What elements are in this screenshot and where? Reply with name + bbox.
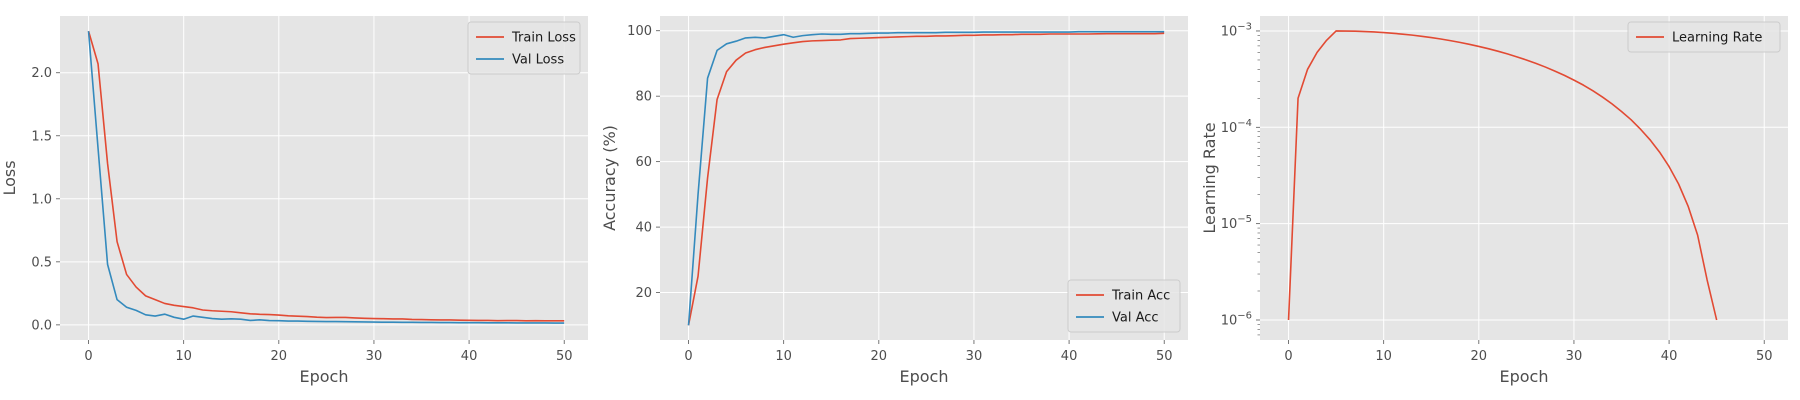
legend-box bbox=[1627, 21, 1781, 53]
y-tick-label: 20 bbox=[635, 286, 652, 301]
y-tick-label: 0.0 bbox=[31, 318, 52, 333]
series-line-val-acc bbox=[687, 30, 1165, 326]
plot-area bbox=[1260, 16, 1788, 340]
legend: Train Loss Val Loss bbox=[467, 21, 581, 75]
y-tick-label: 1.5 bbox=[31, 129, 52, 144]
x-tick-label: 20 bbox=[271, 349, 288, 364]
x-tick-label: 0 bbox=[1284, 349, 1292, 364]
y-tick-label: 40 bbox=[635, 221, 652, 236]
x-tick-label: 30 bbox=[366, 349, 383, 364]
legend-label: Val Loss bbox=[512, 53, 564, 68]
y-tick-label: 10−6 bbox=[1221, 310, 1252, 328]
x-tick-label: 0 bbox=[684, 349, 692, 364]
x-tick-label: 40 bbox=[1061, 349, 1078, 364]
x-tick-label: 10 bbox=[175, 349, 192, 364]
x-tick-label: 50 bbox=[1156, 349, 1173, 364]
x-tick-label: 50 bbox=[1756, 349, 1773, 364]
chart-accuracy: 0 10 20 30 40 50 20 40 60 80 100 Epoch Accuracy (%) T… bbox=[600, 16, 1188, 386]
y-axis-label: Accuracy (%) bbox=[600, 125, 619, 231]
x-tick-label: 10 bbox=[1375, 349, 1392, 364]
x-tick-label: 20 bbox=[1471, 349, 1488, 364]
x-axis-label: Epoch bbox=[300, 367, 349, 386]
series-line-learning-rate bbox=[1287, 30, 1718, 321]
y-tick-label: 100 bbox=[627, 24, 652, 39]
y-tick-label: 2.0 bbox=[31, 66, 52, 81]
legend-box bbox=[467, 21, 581, 75]
legend-label: Val Acc bbox=[1112, 311, 1159, 326]
y-tick-label: 0.5 bbox=[31, 255, 52, 270]
legend-label: Train Loss bbox=[511, 31, 576, 46]
y-tick-label: 80 bbox=[635, 90, 652, 105]
x-tick-label: 30 bbox=[966, 349, 983, 364]
chart-loss: 0 10 20 30 40 50 0.0 0.5 1.0 1.5 2.0 Epoch Loss Train… bbox=[0, 16, 588, 386]
x-tick-label: 40 bbox=[1661, 349, 1678, 364]
x-tick-label: 10 bbox=[775, 349, 792, 364]
y-axis-label: Loss bbox=[0, 160, 19, 195]
x-tick-label: 40 bbox=[461, 349, 478, 364]
legend: Learning Rate bbox=[1627, 21, 1781, 53]
legend-label: Learning Rate bbox=[1672, 31, 1762, 46]
legend-box bbox=[1067, 279, 1181, 333]
x-axis-label: Epoch bbox=[1500, 367, 1549, 386]
y-tick-label: 1.0 bbox=[31, 192, 52, 207]
x-tick-label: 20 bbox=[871, 349, 888, 364]
series-line-train-loss bbox=[87, 30, 565, 322]
x-tick-label: 0 bbox=[84, 349, 92, 364]
series-line-val-loss bbox=[87, 31, 565, 324]
legend-label: Train Acc bbox=[1111, 289, 1170, 304]
chart-learning-rate: 0 10 20 30 40 50 10−6 10−5 10−4 10−3 Epoch Learning… bbox=[1200, 16, 1788, 386]
y-tick-label: 10−4 bbox=[1221, 118, 1252, 136]
x-tick-label: 30 bbox=[1566, 349, 1583, 364]
x-axis-label: Epoch bbox=[900, 367, 949, 386]
y-axis-label: Learning Rate bbox=[1200, 122, 1219, 233]
x-tick-label: 50 bbox=[556, 349, 573, 364]
y-tick-label: 10−5 bbox=[1221, 214, 1252, 232]
y-tick-label: 10−3 bbox=[1221, 21, 1252, 39]
y-tick-label: 60 bbox=[635, 155, 652, 170]
legend: Train Acc Val Acc bbox=[1067, 279, 1181, 333]
series-line-train-acc bbox=[687, 32, 1165, 326]
